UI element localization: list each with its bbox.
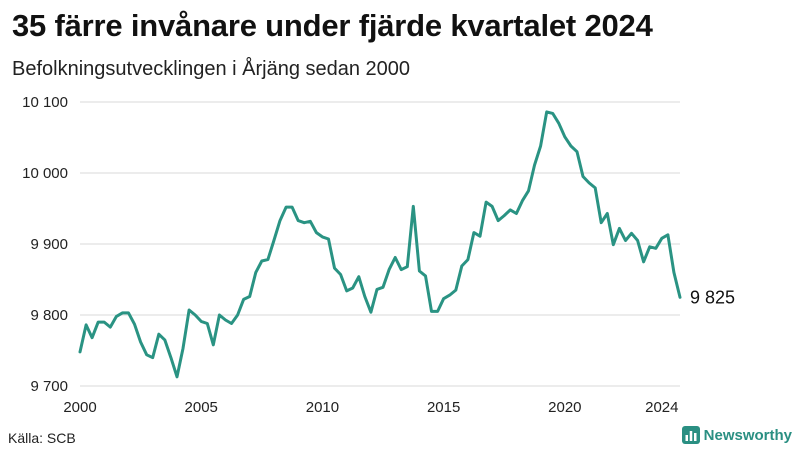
population-line [78, 110, 682, 379]
brand-logo: Newsworthy [681, 426, 792, 444]
chart-subtitle: Befolkningsutvecklingen i Årjäng sedan 2… [12, 58, 411, 80]
y-tick-label: 9 800 [30, 307, 68, 324]
source-note: Källa: SCB [8, 430, 76, 446]
brand-name: Newsworthy [703, 426, 792, 444]
bar-chart-icon [681, 426, 700, 444]
chart-title: 35 färre invånare under fjärde kvartalet… [12, 8, 653, 43]
y-tick-label: 9 700 [30, 378, 68, 395]
x-tick-label: 2024 [645, 399, 678, 416]
x-tick-label: 2005 [185, 399, 218, 416]
x-tick-label: 2020 [548, 399, 581, 416]
x-tick-label: 2010 [306, 399, 339, 416]
y-tick-label: 10 100 [22, 94, 68, 111]
y-tick-label: 10 000 [22, 165, 68, 182]
end-value-label: 9 825 [690, 287, 735, 307]
x-tick-label: 2000 [63, 399, 96, 416]
y-tick-label: 9 900 [30, 236, 68, 253]
x-tick-label: 2015 [427, 399, 460, 416]
